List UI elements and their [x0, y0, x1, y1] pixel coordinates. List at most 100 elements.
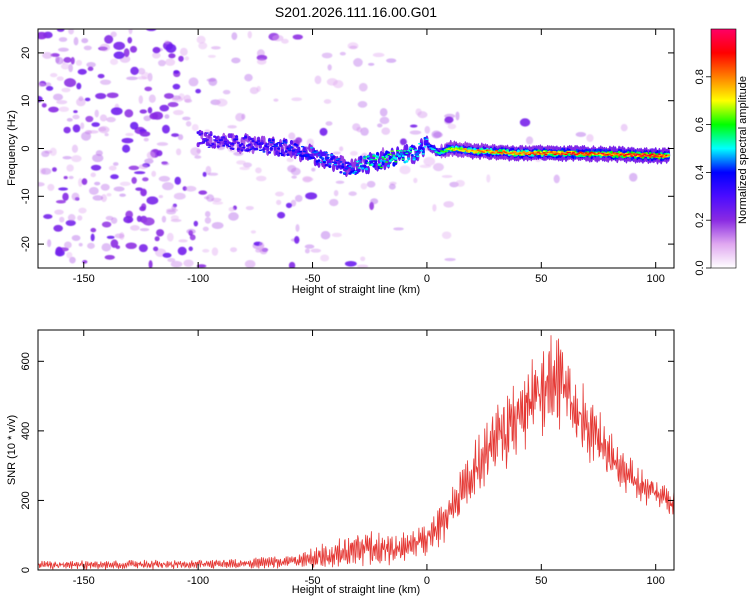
spectrogram-blob	[45, 86, 54, 91]
spectrogram-blob	[141, 71, 150, 80]
spectrogram-blob	[142, 177, 149, 182]
spectrogram-blob	[101, 221, 112, 228]
spectrogram-blob	[68, 29, 74, 35]
spectrogram-blob	[295, 224, 300, 232]
spectrogram-ridge-cell	[412, 156, 416, 160]
spectrogram-blob	[100, 194, 107, 203]
spectrogram-blob	[52, 167, 57, 172]
spectrogram-ridge-cell	[260, 149, 264, 151]
spectrogram-xlabel: Height of straight line (km)	[292, 284, 420, 296]
spectrogram-blob	[42, 52, 53, 59]
x-tick-label: 0	[424, 575, 430, 587]
spectrogram-blob	[144, 158, 154, 164]
spectrogram-ridge-cell	[577, 152, 581, 155]
spectrogram-blob	[106, 116, 116, 123]
spectrogram-ridge-cell	[449, 148, 453, 151]
spectrogram-ridge-cell	[476, 149, 480, 151]
colorbar-label: Normalized spectral amplitude	[737, 76, 749, 224]
spectrogram-ridge-cell	[278, 143, 283, 147]
spectrogram-blob	[149, 112, 159, 120]
spectrogram-blob	[85, 115, 94, 123]
spectrogram-ridge-cell	[333, 163, 338, 166]
spectrogram-ridge-cell	[337, 165, 341, 168]
spectrogram-blob	[235, 113, 245, 122]
spectrogram-blob	[167, 258, 176, 263]
spectrogram-blob	[277, 211, 286, 219]
y-tick-label: 10	[20, 95, 32, 107]
spectrogram-blob	[348, 191, 357, 196]
spectrogram-ridge-cell	[339, 161, 343, 163]
x-tick-label: 50	[535, 273, 547, 285]
spectrogram-blobs	[38, 29, 638, 268]
spectrogram-blob	[95, 92, 107, 100]
spectrogram-ridge-cell	[249, 148, 253, 150]
spectrogram-blob	[55, 56, 64, 65]
spectrogram-blob	[78, 207, 87, 214]
spectrogram-blob	[288, 132, 296, 140]
spectrogram-blob	[63, 56, 72, 63]
colorbar-frame	[710, 28, 737, 269]
spectrogram-blob	[393, 227, 404, 231]
spectrogram-blob	[148, 260, 153, 268]
spectrogram-blob	[291, 97, 303, 102]
spectrogram-blob	[360, 256, 366, 262]
spectrogram-ridge-cell	[295, 154, 299, 156]
spectrogram-blob	[164, 93, 174, 99]
spectrogram-ridge-cell	[200, 132, 204, 135]
spectrogram-ridge-cell	[408, 151, 413, 153]
spectrogram-blob	[366, 180, 376, 188]
spectrogram-ridge-cell	[324, 151, 328, 154]
spectrogram-blob	[77, 215, 83, 221]
spectrogram-ridge-cell	[256, 143, 261, 145]
spectrogram-blob	[49, 73, 58, 78]
spectrogram-ridge-cell	[319, 161, 323, 164]
spectrogram-blob	[81, 38, 89, 44]
spectrogram-blob	[106, 92, 119, 99]
colorbar-tick-label: 0.0	[694, 260, 706, 275]
spectrogram-ridge-cell	[381, 156, 385, 159]
spectrogram-ridge-cell	[524, 153, 528, 155]
spectrogram-blob	[90, 233, 95, 242]
spectrogram-ridge-cell	[339, 170, 343, 174]
spectrogram-blob	[177, 134, 184, 141]
spectrogram-blob	[239, 166, 250, 171]
spectrogram-ridge-cell	[359, 155, 363, 161]
spectrogram-blob	[63, 176, 68, 180]
spectrogram-ridge-cell	[608, 153, 612, 155]
spectrogram-blob	[455, 179, 465, 187]
spectrogram-blob	[161, 162, 170, 166]
spectrogram-ridge-cell	[392, 154, 396, 157]
spectrogram-ridge-cell	[267, 151, 272, 154]
spectrogram-blob	[441, 231, 452, 239]
spectrogram-ridge-cell	[493, 152, 497, 154]
colorbar: 0.0 0.2 0.4 0.6 0.8 Normalized spectral ampl…	[694, 28, 749, 276]
spectrogram-ridge-cell	[364, 156, 369, 158]
spectrogram-blob	[146, 29, 157, 32]
spectrogram-ridge-cell	[288, 148, 292, 150]
spectrogram-ridge-cell	[350, 167, 354, 169]
spectrogram-blob	[372, 52, 385, 58]
spectrogram-ridge-cell	[438, 152, 442, 154]
spectrogram-blob	[64, 241, 72, 249]
spectrogram-blob	[444, 116, 454, 124]
spectrogram-blob	[368, 62, 375, 66]
spectrogram-ridge-cell	[418, 145, 422, 151]
spectrogram-ridge-cell	[370, 158, 374, 161]
spectrogram-blob	[276, 199, 282, 206]
spectrogram-blob	[87, 130, 99, 134]
spectrogram-blob	[174, 176, 181, 185]
spectrogram-ridge-cell	[632, 153, 636, 155]
spectrogram-blob	[377, 123, 383, 128]
spectrogram-ridge-cell	[315, 151, 319, 153]
spectrogram-ridge-cell	[536, 151, 541, 153]
spectrogram-blob	[164, 114, 170, 119]
spectrogram-ridge-cell	[655, 155, 660, 157]
spectrogram-ridge-cell	[419, 146, 424, 150]
spectrogram-blob	[69, 256, 76, 264]
spectrogram-ridge-cell	[258, 143, 262, 149]
spectrogram-ridge-cell	[666, 154, 671, 157]
spectrogram-ridge-cell	[525, 152, 530, 154]
spectrogram-ridge-cell	[275, 142, 279, 146]
snr-y-ticks: 0 200 400 600	[20, 352, 674, 573]
spectrogram-blob	[87, 66, 94, 72]
